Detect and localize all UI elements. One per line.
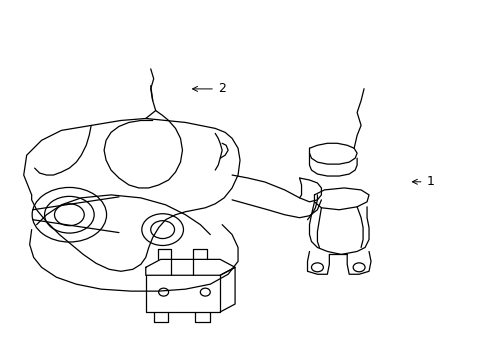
Text: 1: 1	[411, 175, 433, 188]
Text: 2: 2	[192, 82, 225, 95]
